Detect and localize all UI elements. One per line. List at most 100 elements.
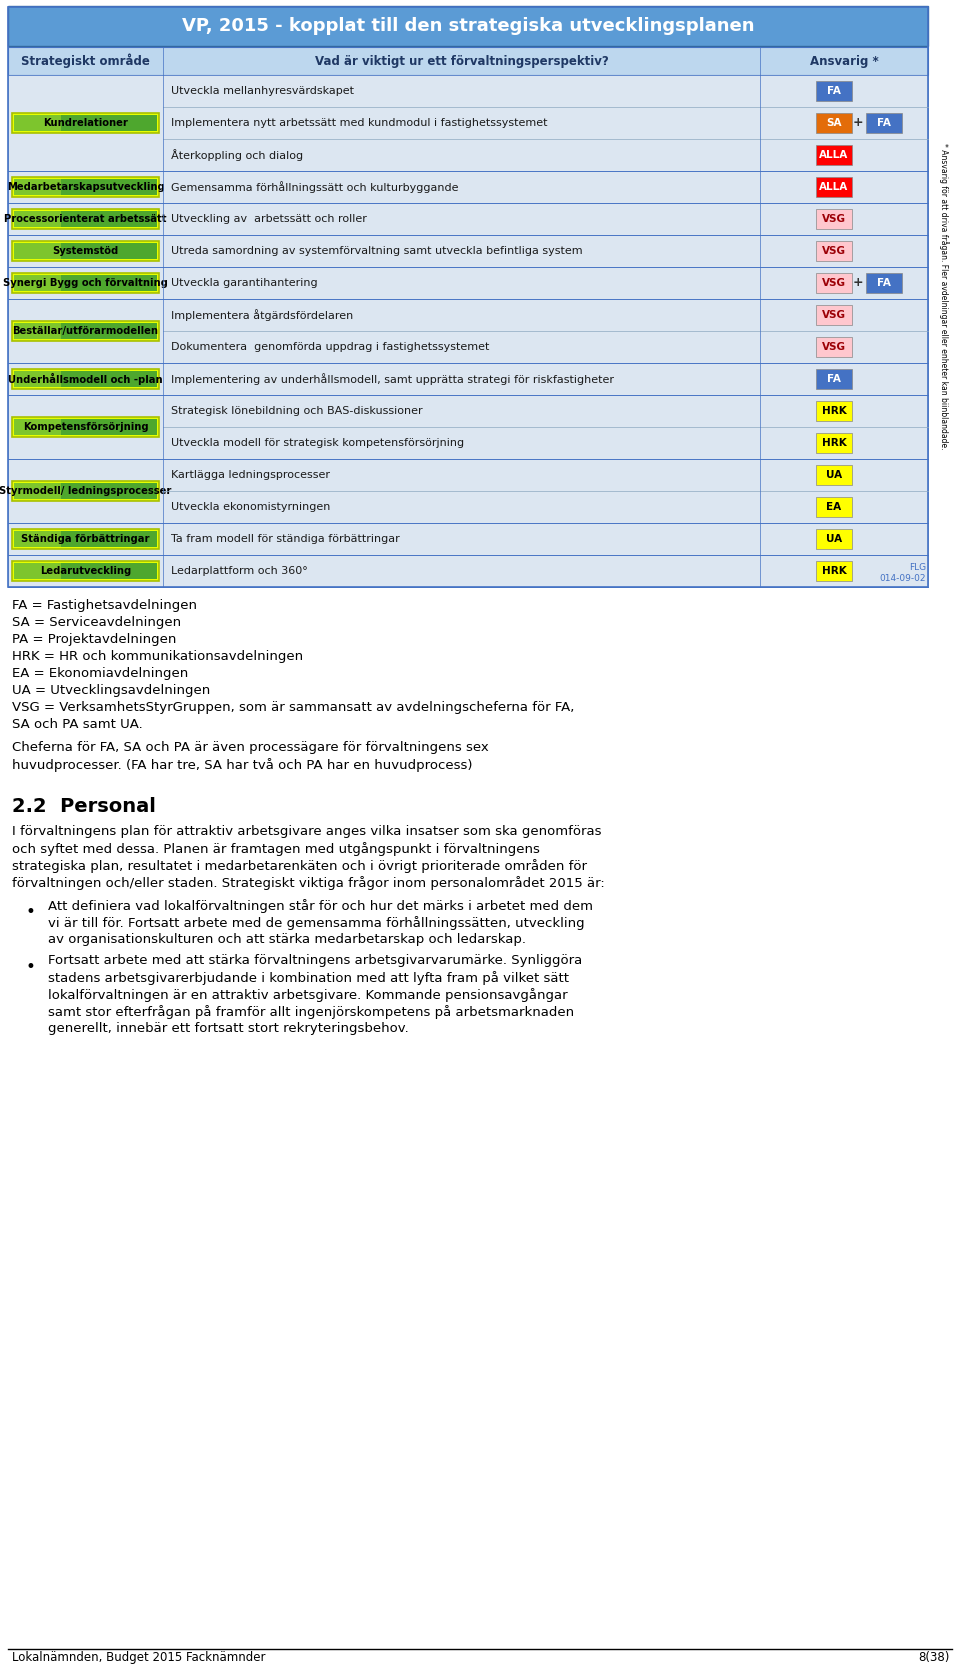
Text: Utveckla garantihantering: Utveckla garantihantering: [171, 279, 318, 289]
Text: FA: FA: [877, 279, 891, 289]
Bar: [12, 321, 159, 341]
Text: Strategisk lönebildning och BAS-diskussioner: Strategisk lönebildning och BAS-diskussi…: [171, 406, 422, 416]
Text: av organisationskulturen och att stärka medarbetarskap och ledarskap.: av organisationskulturen och att stärka …: [48, 934, 526, 945]
Text: Gemensamma förhållningssätt och kulturbyggande: Gemensamma förhållningssätt och kulturby…: [171, 181, 459, 193]
Bar: [816, 465, 852, 485]
Text: •: •: [25, 959, 35, 975]
Text: Vad är viktigt ur ett förvaltningsperspektiv?: Vad är viktigt ur ett förvaltningsperspe…: [315, 54, 609, 67]
Text: huvudprocesser. (FA har tre, SA har två och PA har en huvudprocess): huvudprocesser. (FA har tre, SA har två …: [12, 757, 472, 772]
Bar: [866, 112, 902, 133]
Bar: [14, 243, 157, 259]
Text: UA: UA: [826, 534, 842, 544]
Text: strategiska plan, resultatet i medarbetarenkäten och i övrigt prioriterade områd: strategiska plan, resultatet i medarbeta…: [12, 860, 587, 873]
Text: Återkoppling och dialog: Återkoppling och dialog: [171, 149, 303, 161]
Bar: [14, 275, 157, 290]
Text: Processorienterat arbetssätt: Processorienterat arbetssätt: [4, 213, 167, 223]
Bar: [14, 114, 157, 131]
Text: Ta fram modell för ständiga förbättringar: Ta fram modell för ständiga förbättringa…: [171, 534, 399, 544]
Text: Styrmodell/ ledningsprocesser: Styrmodell/ ledningsprocesser: [0, 485, 172, 495]
Text: Strategiskt område: Strategiskt område: [21, 54, 150, 69]
Bar: [12, 416, 159, 437]
Bar: [14, 562, 61, 579]
Bar: [14, 484, 61, 499]
Bar: [8, 363, 928, 395]
Text: SA: SA: [827, 118, 842, 128]
Bar: [8, 522, 928, 556]
Text: Implementera åtgärdsfördelaren: Implementera åtgärdsfördelaren: [171, 309, 353, 321]
Bar: [12, 242, 159, 260]
Text: Utveckla ekonomistyrningen: Utveckla ekonomistyrningen: [171, 502, 330, 512]
Text: HRK: HRK: [822, 438, 847, 448]
Text: FA: FA: [828, 86, 841, 96]
Bar: [8, 7, 928, 45]
Bar: [816, 433, 852, 453]
Text: I förvaltningens plan för attraktiv arbetsgivare anges vilka insatser som ska ge: I förvaltningens plan för attraktiv arbe…: [12, 824, 602, 838]
Text: samt stor efterfrågan på framför allt ingenjörskompetens på arbetsmarknaden: samt stor efterfrågan på framför allt in…: [48, 1006, 574, 1019]
Text: PA = Projektavdelningen: PA = Projektavdelningen: [12, 633, 177, 646]
Text: EA: EA: [827, 502, 842, 512]
Text: Ansvarig *: Ansvarig *: [809, 54, 878, 67]
Text: Synergi Bygg och förvaltning: Synergi Bygg och förvaltning: [3, 279, 168, 289]
Bar: [816, 561, 852, 581]
Text: VSG: VSG: [822, 343, 846, 353]
Text: Utveckla modell för strategisk kompetensförsörjning: Utveckla modell för strategisk kompetens…: [171, 438, 464, 448]
Text: Dokumentera  genomförda uppdrag i fastighetssystemet: Dokumentera genomförda uppdrag i fastigh…: [171, 343, 490, 353]
Bar: [816, 242, 852, 260]
Text: och syftet med dessa. Planen är framtagen med utgångspunkt i förvaltningens: och syftet med dessa. Planen är framtage…: [12, 841, 540, 856]
Bar: [14, 484, 157, 499]
Bar: [12, 369, 159, 390]
Bar: [14, 212, 61, 227]
Bar: [816, 497, 852, 517]
Text: FA: FA: [877, 118, 891, 128]
Bar: [14, 420, 157, 435]
Text: VSG: VSG: [822, 213, 846, 223]
Bar: [12, 112, 159, 133]
Text: Kartlägga ledningsprocesser: Kartlägga ledningsprocesser: [171, 470, 330, 480]
Text: VSG: VSG: [822, 311, 846, 321]
Bar: [816, 529, 852, 549]
Text: VSG: VSG: [822, 247, 846, 255]
Text: * Ansvarig för att driva frågan. Fler avdelningar eller enheter kan biinblandade: * Ansvarig för att driva frågan. Fler av…: [939, 143, 948, 450]
Bar: [12, 529, 159, 549]
Text: lokalförvaltningen är en attraktiv arbetsgivare. Kommande pensionsavgångar: lokalförvaltningen är en attraktiv arbet…: [48, 987, 567, 1002]
Bar: [8, 7, 928, 588]
Bar: [14, 114, 61, 131]
Text: Kompetensförsörjning: Kompetensförsörjning: [23, 421, 148, 432]
Text: Utveckla mellanhyresvärdskapet: Utveckla mellanhyresvärdskapet: [171, 86, 354, 96]
Text: SA = Serviceavdelningen: SA = Serviceavdelningen: [12, 616, 181, 630]
Text: Implementera nytt arbetssätt med kundmodul i fastighetssystemet: Implementera nytt arbetssätt med kundmod…: [171, 118, 547, 128]
Text: generellt, innebär ett fortsatt stort rekryteringsbehov.: generellt, innebär ett fortsatt stort re…: [48, 1023, 409, 1034]
Text: Ledarplattform och 360°: Ledarplattform och 360°: [171, 566, 308, 576]
Text: UA: UA: [826, 470, 842, 480]
Text: VP, 2015 - kopplat till den strategiska utvecklingsplanen: VP, 2015 - kopplat till den strategiska …: [181, 17, 755, 35]
Bar: [816, 81, 852, 101]
Bar: [8, 267, 928, 299]
Text: Utreda samordning av systemförvaltning samt utveckla befintliga system: Utreda samordning av systemförvaltning s…: [171, 247, 583, 255]
Bar: [14, 243, 61, 259]
Bar: [12, 176, 159, 196]
Text: +: +: [852, 277, 863, 289]
Bar: [14, 531, 157, 547]
Text: Lokalnämnden, Budget 2015 Facknämnder: Lokalnämnden, Budget 2015 Facknämnder: [12, 1650, 266, 1664]
Text: Fortsatt arbete med att stärka förvaltningens arbetsgivarvarumärke. Synliggöra: Fortsatt arbete med att stärka förvaltni…: [48, 954, 583, 967]
Bar: [8, 203, 928, 235]
Bar: [12, 480, 159, 500]
Bar: [8, 171, 928, 203]
Bar: [14, 322, 61, 339]
Text: Ledarutveckling: Ledarutveckling: [40, 566, 132, 576]
Text: förvaltningen och/eller staden. Strategiskt viktiga frågor inom personalområdet : förvaltningen och/eller staden. Strategi…: [12, 876, 605, 890]
Bar: [14, 371, 61, 386]
Bar: [12, 561, 159, 581]
Text: VSG: VSG: [822, 279, 846, 289]
Text: Kundrelationer: Kundrelationer: [43, 118, 128, 128]
Bar: [14, 322, 157, 339]
Text: vi är till för. Fortsatt arbete med de gemensamma förhållningssätten, utveckling: vi är till för. Fortsatt arbete med de g…: [48, 917, 585, 930]
Bar: [12, 208, 159, 228]
Bar: [816, 306, 852, 326]
Text: Systemstöd: Systemstöd: [53, 247, 119, 255]
Bar: [816, 337, 852, 358]
Bar: [14, 212, 157, 227]
Text: FA: FA: [828, 374, 841, 384]
Bar: [12, 274, 159, 294]
Text: ALLA: ALLA: [820, 181, 849, 191]
